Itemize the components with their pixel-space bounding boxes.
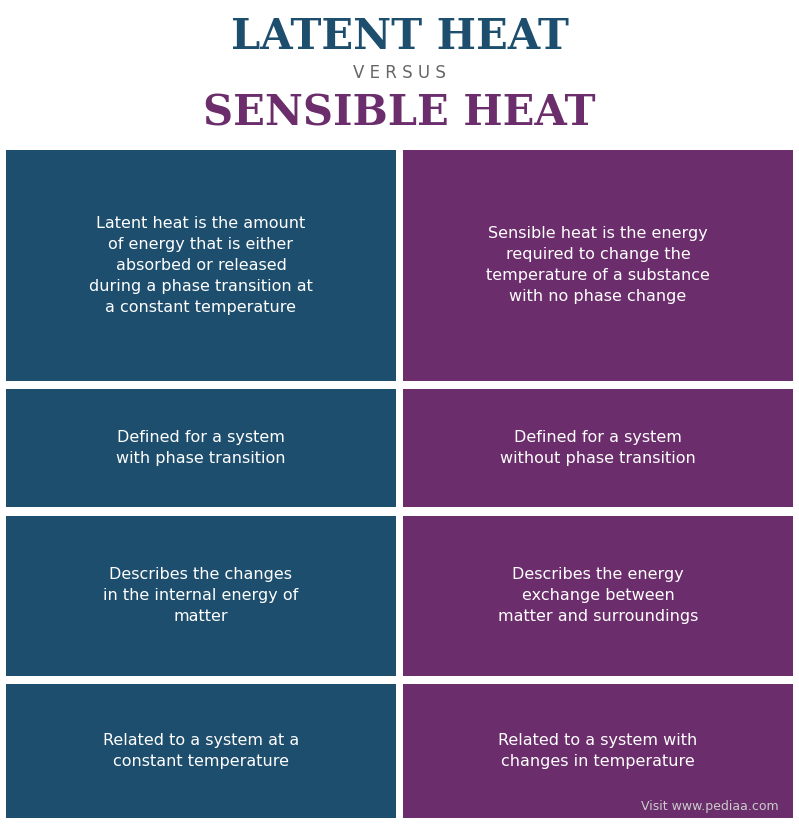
Text: Visit www.pediaa.com: Visit www.pediaa.com <box>642 800 779 813</box>
Text: Describes the changes
in the internal energy of
matter: Describes the changes in the internal en… <box>103 567 299 625</box>
Bar <box>403 389 793 507</box>
Bar <box>6 685 396 818</box>
Text: Latent heat is the amount
of energy that is either
absorbed or released
during a: Latent heat is the amount of energy that… <box>89 216 313 315</box>
Bar <box>403 685 793 818</box>
Text: LATENT HEAT: LATENT HEAT <box>231 17 568 58</box>
Bar <box>403 150 793 381</box>
Text: Sensible heat is the energy
required to change the
temperature of a substance
wi: Sensible heat is the energy required to … <box>486 227 710 304</box>
Bar <box>6 389 396 507</box>
Bar <box>6 516 396 676</box>
Text: Related to a system at a
constant temperature: Related to a system at a constant temper… <box>103 733 299 769</box>
Text: V E R S U S: V E R S U S <box>353 64 446 82</box>
Text: Related to a system with
changes in temperature: Related to a system with changes in temp… <box>499 733 698 769</box>
Text: Describes the energy
exchange between
matter and surroundings: Describes the energy exchange between ma… <box>498 567 698 625</box>
Text: Defined for a system
without phase transition: Defined for a system without phase trans… <box>500 430 696 466</box>
Text: Defined for a system
with phase transition: Defined for a system with phase transiti… <box>116 430 286 466</box>
Bar <box>6 150 396 381</box>
Bar <box>403 516 793 676</box>
Text: SENSIBLE HEAT: SENSIBLE HEAT <box>203 92 596 134</box>
